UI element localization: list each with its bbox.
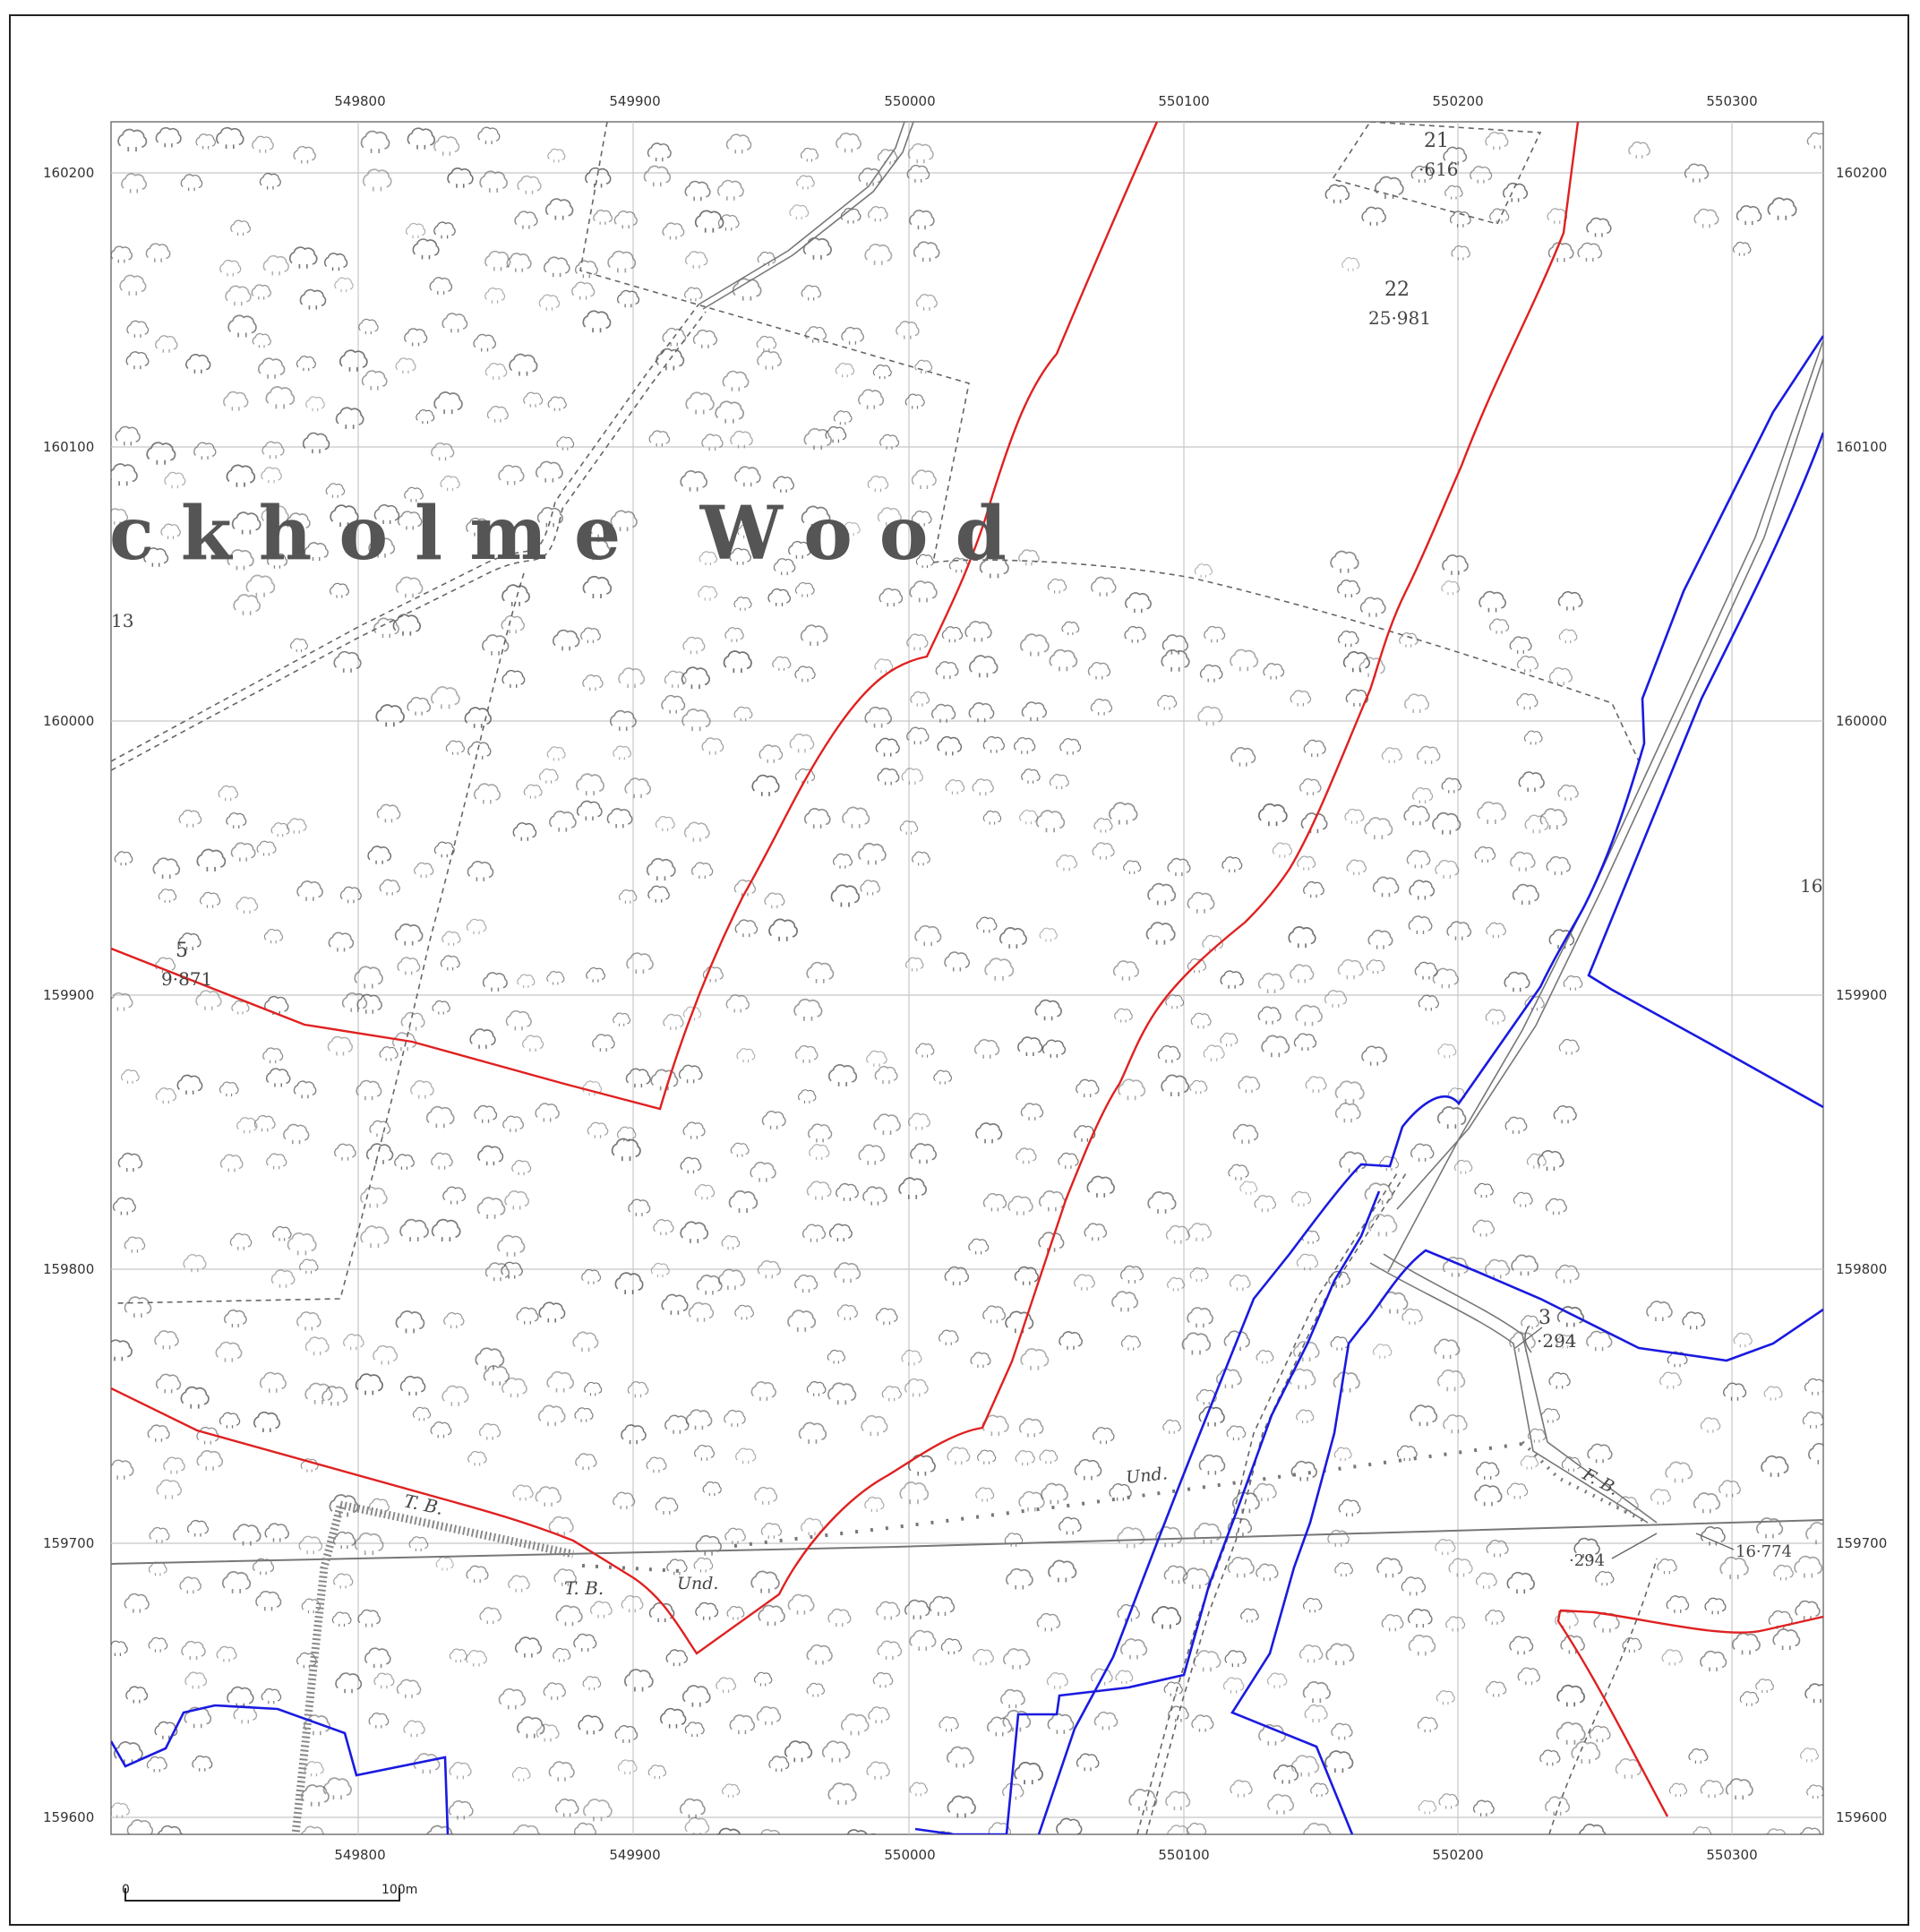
tree-symbol	[471, 1839, 498, 1860]
y-tick-left-160000: 160000	[43, 713, 94, 729]
dashed-track-1	[111, 304, 699, 762]
red-se-diag	[1556, 1610, 1669, 1817]
fragment-right-edge: 16	[1800, 875, 1822, 897]
y-tick-left-160100: 160100	[43, 439, 94, 455]
x-tick-bottom-549900: 549900	[609, 1847, 660, 1863]
y-axis-right: 160200 160100 160000 159900 159800 15970…	[1836, 165, 1887, 1825]
scale-bar: 0 100m	[122, 1883, 417, 1902]
blue-east-parcel	[1587, 432, 1823, 1109]
scale-bar-start: 0	[122, 1883, 130, 1897]
fragment-left-edge: 13	[111, 610, 133, 631]
blue-sw-parcel	[111, 1704, 450, 1834]
annotation-und-1: Und.	[677, 1574, 718, 1593]
parcel-3-number: 3	[1539, 1307, 1551, 1329]
annotation-und-2: Und.	[1125, 1464, 1168, 1488]
y-tick-right-159600: 159600	[1836, 1809, 1887, 1825]
x-tick-bottom-550000: 550000	[884, 1847, 935, 1863]
track-east-1	[1387, 339, 1823, 1273]
y-tick-right-160200: 160200	[1836, 165, 1887, 181]
dashed-plot-21	[1331, 122, 1542, 225]
tree-symbol	[540, 1840, 561, 1856]
track-east-2	[1396, 357, 1823, 1210]
und-dotted-1	[733, 1442, 1523, 1548]
scale-bar-end: 100m	[381, 1883, 417, 1897]
parcel-22-area: 25·981	[1368, 307, 1431, 329]
wood-name-label: ckholme Wood	[109, 491, 1033, 577]
red-parcel-5-edge	[111, 122, 1159, 1111]
y-tick-left-159700: 159700	[43, 1535, 94, 1551]
red-se-parcel	[1559, 1609, 1823, 1634]
x-tick-bottom-549800: 549800	[334, 1847, 385, 1863]
x-tick-top-550300: 550300	[1706, 93, 1757, 109]
y-tick-right-159900: 159900	[1836, 987, 1887, 1003]
parcel-21-number: 21	[1424, 130, 1449, 152]
track-junction-2	[1383, 1253, 1658, 1524]
tree-symbol	[1483, 1837, 1507, 1856]
parcel-22-number: 22	[1384, 279, 1410, 301]
y-tick-right-160100: 160100	[1836, 439, 1887, 455]
annotation-area-16774: 16·774	[1736, 1542, 1792, 1561]
und-dotted-2	[581, 1564, 681, 1573]
track-main-east-west	[111, 1519, 1823, 1565]
track-lines	[111, 122, 1823, 1834]
y-tick-right-160000: 160000	[1836, 713, 1887, 729]
dashed-south-path-2	[1145, 1172, 1407, 1834]
x-tick-top-550200: 550200	[1432, 93, 1483, 109]
red-boundaries	[111, 122, 1823, 1817]
grid-lines	[111, 122, 1823, 1834]
x-axis-top: 549800 549900 550000 550100 550200 55030…	[334, 93, 1757, 109]
track-north-2	[702, 122, 914, 310]
blue-track-east	[1230, 1249, 1823, 1834]
x-tick-bottom-550300: 550300	[1706, 1847, 1757, 1863]
map-frame	[9, 14, 1909, 1926]
y-axis-left: 160200 160100 160000 159900 159800 15970…	[43, 165, 94, 1825]
y-tick-right-159800: 159800	[1836, 1261, 1887, 1277]
track-north	[698, 122, 905, 305]
leader-lines	[1514, 1325, 1735, 1559]
tree-symbol	[1260, 1840, 1280, 1855]
parcel-3-area: ·294	[1537, 1330, 1577, 1352]
x-tick-top-550000: 550000	[884, 93, 935, 109]
x-tick-top-550100: 550100	[1158, 93, 1209, 109]
y-tick-left-159600: 159600	[43, 1809, 94, 1825]
x-tick-bottom-550100: 550100	[1158, 1847, 1209, 1863]
x-tick-top-549900: 549900	[609, 93, 660, 109]
y-tick-left-160200: 160200	[43, 165, 94, 181]
blue-south-parcel	[914, 1190, 1381, 1834]
fb-line	[1521, 1440, 1649, 1524]
map-area	[110, 121, 1824, 1835]
x-tick-top-549800: 549800	[334, 93, 385, 109]
y-tick-left-159900: 159900	[43, 987, 94, 1003]
dashed-wood-edge	[579, 122, 1640, 762]
track-junction	[1369, 1262, 1649, 1524]
y-tick-right-159700: 159700	[1836, 1535, 1887, 1551]
red-east-edge	[111, 122, 1580, 1655]
parcel-21-area: ·616	[1419, 159, 1459, 180]
tb-hatch-2	[291, 1505, 345, 1834]
x-axis-bottom: 549800 549900 550000 550100 550200 55030…	[334, 1847, 1757, 1863]
parcel-5-number: 5	[176, 940, 188, 962]
parcel-5-area: 9·871	[161, 968, 212, 990]
blue-track-west	[1037, 335, 1823, 1834]
tb-hatch-1	[339, 1500, 574, 1558]
x-tick-bottom-550200: 550200	[1432, 1847, 1483, 1863]
y-tick-left-159800: 159800	[43, 1261, 94, 1277]
dashed-west-edge	[116, 572, 525, 1304]
annotation-tb-2: T. B.	[564, 1577, 604, 1599]
blue-boundaries	[111, 335, 1823, 1834]
annotation-area-294: ·294	[1569, 1551, 1605, 1570]
